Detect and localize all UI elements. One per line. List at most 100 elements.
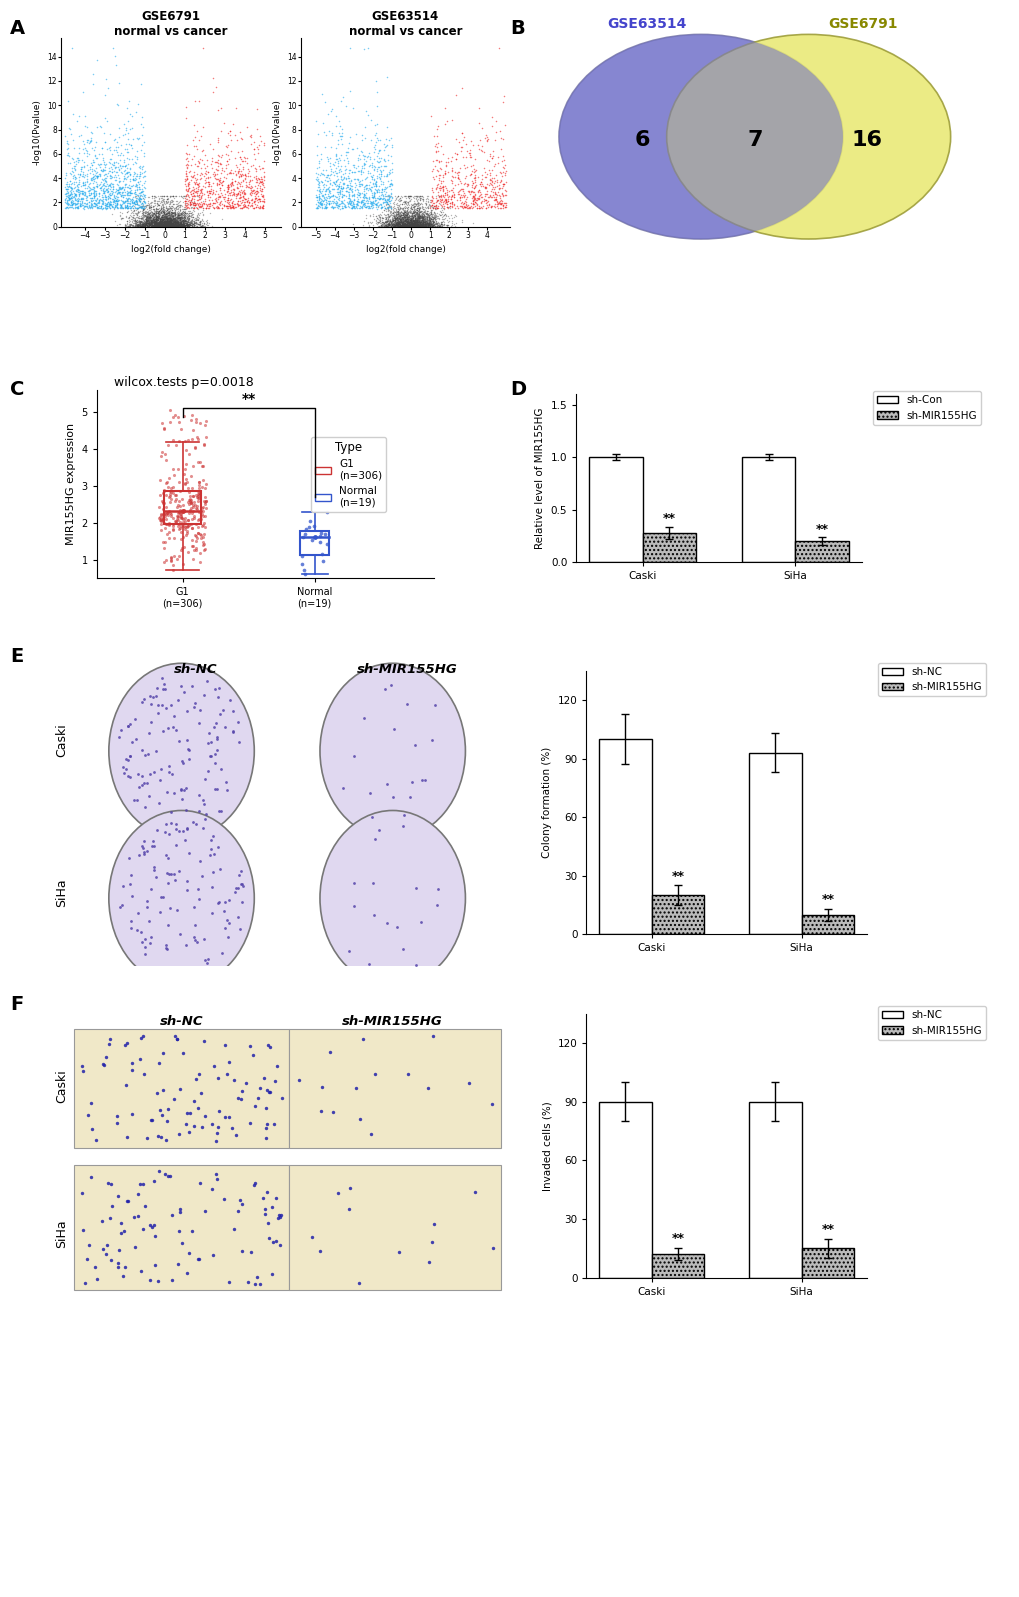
Point xyxy=(174,204,191,230)
Point xyxy=(412,211,428,236)
Point xyxy=(176,206,193,232)
Point xyxy=(313,190,329,216)
Point xyxy=(401,214,418,240)
Point xyxy=(392,187,409,212)
Point xyxy=(391,185,408,211)
Point xyxy=(212,190,228,216)
Point xyxy=(208,711,224,736)
Point xyxy=(146,211,162,236)
Point xyxy=(363,188,379,214)
Point xyxy=(321,180,337,206)
Point xyxy=(138,208,154,233)
Point xyxy=(390,211,407,236)
Point xyxy=(259,1179,275,1204)
Point xyxy=(389,214,406,240)
Point xyxy=(206,182,222,208)
Point xyxy=(334,168,351,193)
Point xyxy=(144,212,160,238)
Point xyxy=(197,484,213,509)
Point xyxy=(158,204,174,230)
Point xyxy=(161,206,177,232)
Point xyxy=(153,204,169,230)
Point xyxy=(392,214,409,240)
Point xyxy=(131,187,148,212)
Point xyxy=(75,172,92,198)
Point xyxy=(224,177,240,203)
Point xyxy=(368,149,384,174)
Point xyxy=(469,185,485,211)
Point xyxy=(464,169,480,195)
Point xyxy=(418,211,434,236)
Point xyxy=(126,160,143,185)
Point xyxy=(138,206,154,232)
Point xyxy=(149,204,165,230)
Point xyxy=(138,209,154,235)
Point xyxy=(400,184,417,209)
Point xyxy=(465,184,481,209)
Point xyxy=(170,198,186,224)
Point xyxy=(166,209,182,235)
Point xyxy=(125,204,142,230)
Point xyxy=(82,157,98,182)
Point xyxy=(319,163,335,188)
Point xyxy=(389,203,406,228)
Point xyxy=(109,129,125,155)
Point xyxy=(156,214,172,240)
Point xyxy=(398,201,415,227)
Point xyxy=(57,164,73,190)
Point xyxy=(157,209,173,235)
Point xyxy=(77,193,94,219)
Point xyxy=(389,211,406,236)
Point xyxy=(140,214,156,240)
Point xyxy=(146,201,162,227)
Point xyxy=(370,164,386,190)
Point xyxy=(220,172,236,198)
Point xyxy=(410,206,426,232)
Point xyxy=(113,192,129,217)
Point xyxy=(421,214,437,240)
Point xyxy=(88,172,104,198)
Point xyxy=(58,195,74,220)
Point xyxy=(128,163,145,188)
Point xyxy=(233,1191,250,1217)
Point xyxy=(171,211,187,236)
Point xyxy=(139,212,155,238)
Point xyxy=(133,212,150,238)
Point xyxy=(171,203,187,228)
Point xyxy=(409,212,425,238)
Point xyxy=(420,209,436,235)
Point xyxy=(168,212,184,238)
Point xyxy=(163,196,179,222)
Point xyxy=(128,212,145,238)
Point xyxy=(171,212,187,238)
Point xyxy=(411,211,427,236)
Point xyxy=(424,184,440,209)
Point xyxy=(164,212,180,238)
Point xyxy=(335,85,352,110)
Point xyxy=(165,206,181,232)
Point xyxy=(230,164,247,190)
Point xyxy=(410,206,426,232)
Point xyxy=(425,195,441,220)
Point xyxy=(139,208,155,233)
Point xyxy=(439,214,455,240)
Point xyxy=(182,209,199,235)
Point xyxy=(191,184,207,209)
Point xyxy=(386,212,403,238)
Point xyxy=(389,200,406,225)
Point xyxy=(98,152,114,177)
Point xyxy=(116,153,132,179)
Point xyxy=(148,208,164,233)
Point xyxy=(175,200,192,225)
Point xyxy=(360,158,376,184)
Point xyxy=(390,211,407,236)
Point xyxy=(197,1198,213,1223)
Point xyxy=(379,214,395,240)
Point xyxy=(163,212,179,238)
Point xyxy=(181,498,198,524)
Point xyxy=(312,529,328,554)
Point xyxy=(147,1223,163,1249)
Point xyxy=(418,209,434,235)
Point xyxy=(156,212,172,238)
Point xyxy=(122,212,139,238)
